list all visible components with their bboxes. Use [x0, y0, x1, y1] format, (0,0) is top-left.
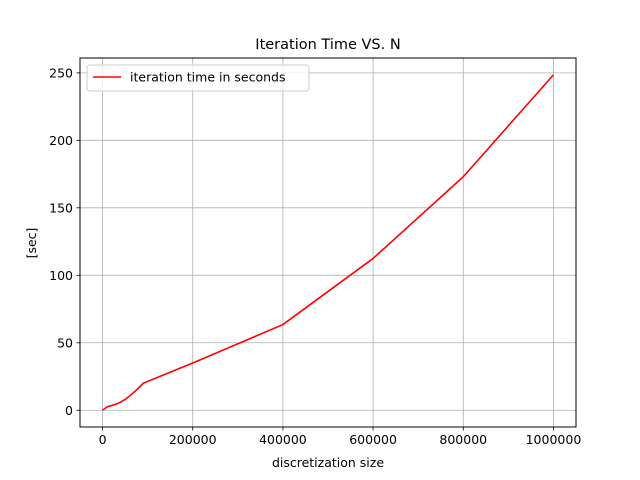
- x-tick-label: 800000: [439, 432, 487, 447]
- y-tick-label: 50: [57, 335, 73, 350]
- x-tick-label: 200000: [169, 432, 217, 447]
- x-tick-label: 400000: [259, 432, 307, 447]
- y-tick-label: 200: [49, 133, 73, 148]
- x-tick-label: 600000: [349, 432, 397, 447]
- y-tick-label: 0: [65, 403, 73, 418]
- chart-title: Iteration Time VS. N: [255, 37, 400, 53]
- series-line-0: [102, 74, 555, 411]
- y-tick-label: 250: [49, 65, 73, 80]
- x-tick-label: 0: [99, 432, 107, 447]
- series-lines: [102, 74, 555, 411]
- y-tick-label: 150: [49, 200, 73, 215]
- y-tick-label: 100: [49, 268, 73, 283]
- ticks: [76, 72, 554, 431]
- legend: iteration time in seconds: [86, 64, 310, 92]
- plot-area: [80, 58, 576, 427]
- grid: [80, 58, 576, 427]
- x-tick-label: 1000000: [526, 432, 582, 447]
- axes-frame: [79, 57, 577, 428]
- y-axis-label: [sec]: [24, 228, 39, 259]
- tick-labels: 0 200000 400000 600000 800000 1000000 0 50 100 15…: [49, 65, 581, 447]
- x-axis-label: discretization size: [272, 455, 384, 470]
- legend-label: iteration time in seconds: [130, 70, 285, 85]
- legend-box: [86, 64, 310, 92]
